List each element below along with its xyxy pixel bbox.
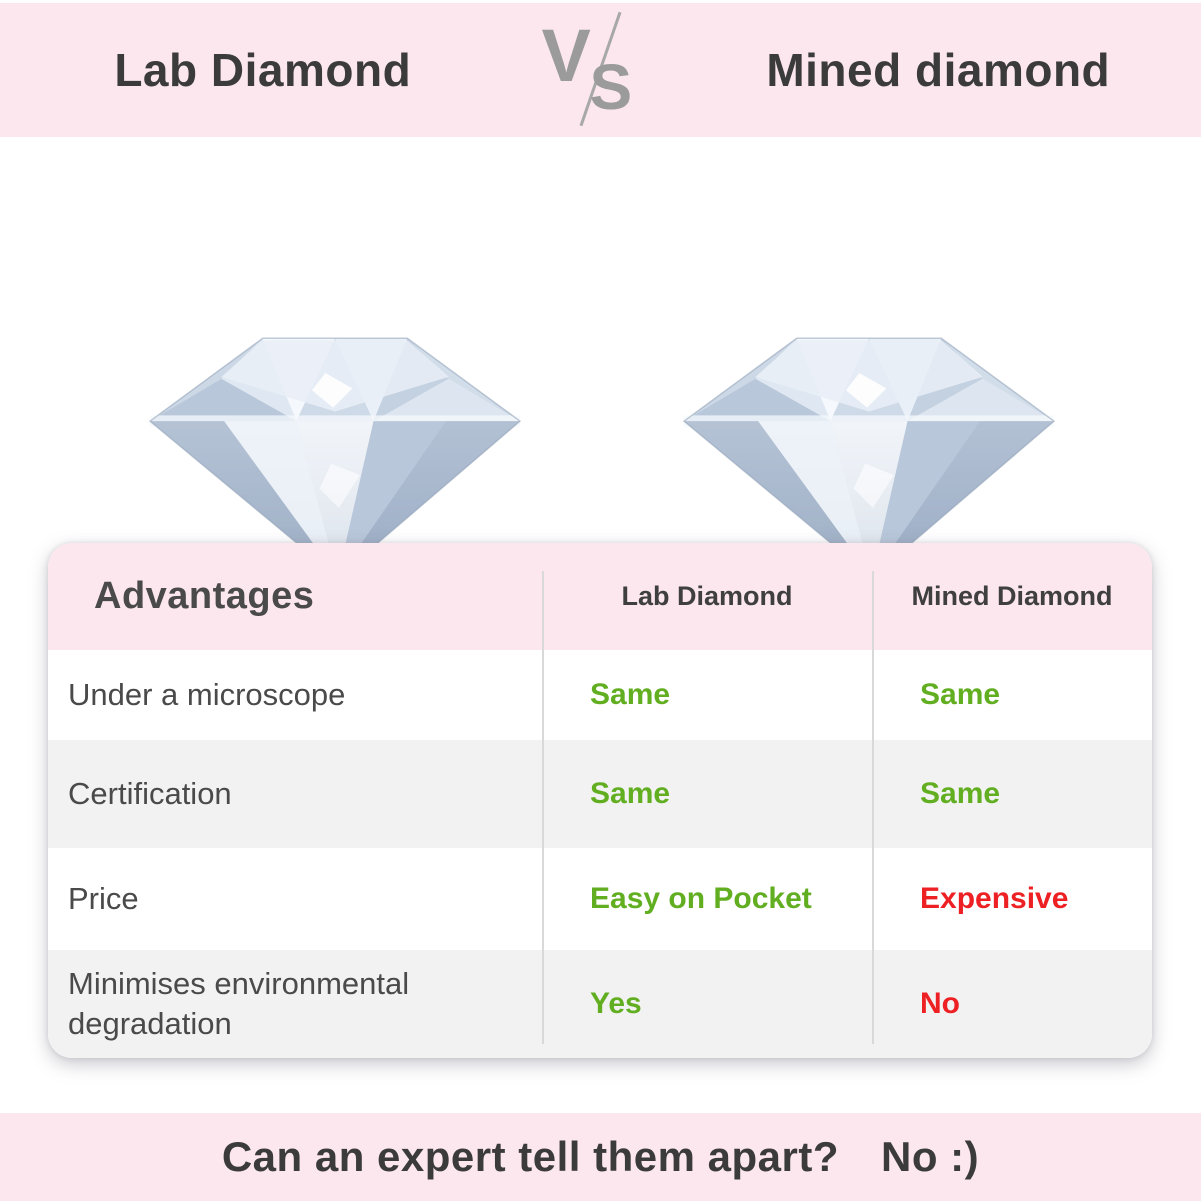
mined-diamond-column-header: Mined Diamond xyxy=(911,581,1113,611)
row-label: Minimises environmental degradation xyxy=(68,965,410,1041)
table-header-row: Advantages Lab Diamond Mined Diamond xyxy=(48,543,1152,650)
table-row: Under a microscope Same Same xyxy=(48,650,1152,740)
title-banner: Lab Diamond V S Mined diamond xyxy=(0,3,1201,137)
row-label: Certification xyxy=(68,775,232,811)
column-divider xyxy=(542,571,544,1044)
mined-value: Expensive xyxy=(920,882,1069,915)
lab-diamond-column-header: Lab Diamond xyxy=(621,581,793,611)
mined-value: No xyxy=(920,987,960,1020)
vs-letter-s: S xyxy=(589,51,633,123)
lab-value: Yes xyxy=(590,987,642,1020)
footer-question: Can an expert tell them apart? xyxy=(221,1133,839,1180)
lab-value: Same xyxy=(590,777,671,810)
lab-diamond-title: Lab Diamond xyxy=(114,44,412,96)
mined-value: Same xyxy=(920,777,1001,810)
vs-mark: V S xyxy=(526,3,676,137)
mined-value: Same xyxy=(920,678,1001,711)
footer-answer: No :) xyxy=(881,1133,980,1180)
diamond-images-section xyxy=(0,137,1201,543)
vs-letter-v: V xyxy=(541,14,591,97)
row-label: Price xyxy=(68,880,139,916)
lab-value: Easy on Pocket xyxy=(590,882,812,915)
table-row: Certification Same Same xyxy=(48,740,1152,848)
mined-diamond-title: Mined diamond xyxy=(766,44,1111,96)
comparison-table: Advantages Lab Diamond Mined Diamond Und… xyxy=(48,543,1152,1058)
footer-banner: Can an expert tell them apart? No :) xyxy=(0,1113,1201,1201)
lab-value: Same xyxy=(590,678,671,711)
table-row: Minimises environmental degradation Yes … xyxy=(48,950,1152,1058)
column-divider xyxy=(872,571,874,1044)
advantages-header: Advantages xyxy=(94,575,315,617)
row-label: Under a microscope xyxy=(68,676,346,712)
table-row: Price Easy on Pocket Expensive xyxy=(48,848,1152,950)
